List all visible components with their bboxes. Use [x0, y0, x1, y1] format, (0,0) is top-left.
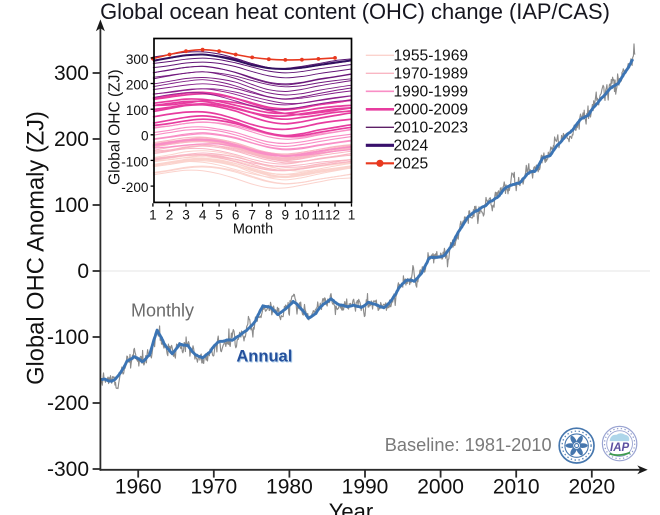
svg-text:Annual: Annual: [236, 348, 292, 366]
svg-text:-200: -200: [47, 392, 89, 415]
svg-text:2010: 2010: [493, 476, 540, 499]
svg-text:300: 300: [126, 52, 149, 67]
svg-text:0: 0: [77, 260, 89, 283]
svg-text:0: 0: [141, 129, 149, 144]
svg-text:9: 9: [282, 208, 290, 223]
svg-text:1: 1: [348, 208, 356, 223]
svg-text:1960: 1960: [115, 476, 162, 499]
svg-text:-300: -300: [47, 458, 89, 481]
svg-text:5: 5: [215, 208, 223, 223]
svg-text:12: 12: [325, 208, 340, 223]
svg-text:Global OHC (ZJ): Global OHC (ZJ): [107, 69, 124, 184]
svg-text:Global ocean heat content (OHC: Global ocean heat content (OHC) change (…: [100, 0, 610, 24]
svg-text:200: 200: [54, 128, 89, 151]
svg-text:2025: 2025: [394, 156, 429, 173]
svg-text:-200: -200: [121, 180, 149, 195]
svg-text:-100: -100: [121, 154, 149, 169]
svg-text:1990: 1990: [342, 476, 389, 499]
svg-text:1970: 1970: [190, 476, 237, 499]
svg-text:8: 8: [265, 208, 273, 223]
svg-text:1: 1: [149, 208, 157, 223]
svg-text:Monthly: Monthly: [131, 301, 194, 321]
svg-text:2024: 2024: [394, 138, 429, 155]
svg-text:4: 4: [199, 208, 207, 223]
svg-text:100: 100: [54, 194, 89, 217]
svg-text:1980: 1980: [266, 476, 313, 499]
svg-text:100: 100: [126, 103, 149, 118]
svg-text:200: 200: [126, 77, 149, 92]
svg-text:Year: Year: [329, 499, 373, 515]
svg-text:3: 3: [182, 208, 190, 223]
svg-text:2020: 2020: [568, 476, 615, 499]
svg-text:1990-1999: 1990-1999: [394, 84, 469, 101]
svg-text:IAP: IAP: [610, 442, 630, 454]
svg-text:10: 10: [294, 208, 310, 223]
svg-text:2000-2009: 2000-2009: [394, 102, 469, 119]
svg-text:Month: Month: [233, 222, 273, 238]
svg-text:11: 11: [311, 208, 325, 223]
svg-text:Annual: Annual: [237, 348, 293, 366]
svg-text:-100: -100: [47, 326, 89, 349]
svg-text:2010-2023: 2010-2023: [394, 120, 469, 137]
svg-text:2: 2: [166, 208, 174, 223]
svg-text:Baseline: 1981-2010: Baseline: 1981-2010: [385, 435, 552, 455]
svg-text:Global OHC Anomaly (ZJ): Global OHC Anomaly (ZJ): [24, 111, 50, 385]
svg-text:7: 7: [248, 208, 256, 223]
svg-text:2000: 2000: [417, 476, 464, 499]
svg-text:6: 6: [232, 208, 240, 223]
svg-text:300: 300: [54, 62, 89, 85]
svg-text:1955-1969: 1955-1969: [394, 48, 469, 65]
svg-text:1970-1989: 1970-1989: [394, 66, 469, 83]
